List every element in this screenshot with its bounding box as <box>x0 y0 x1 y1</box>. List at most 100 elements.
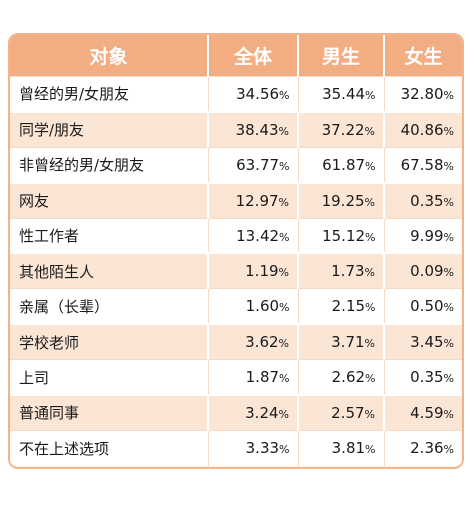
row-label: 其他陌生人 <box>10 253 208 288</box>
cell-value: 3.24 <box>245 404 278 422</box>
cell-value: 3.81 <box>332 439 365 457</box>
percent-unit: % <box>365 408 375 421</box>
cell-female: 0.35% <box>384 360 462 395</box>
cell-female: 67.58% <box>384 147 462 182</box>
data-table: 对象 全体 男生 女生 曾经的男/女朋友 34.56% 35.44% 32.80% 同学… <box>10 35 462 466</box>
percent-unit: % <box>444 89 454 102</box>
cell-male: 2.57% <box>298 395 384 430</box>
cell-value: 3.71 <box>331 333 364 351</box>
row-label: 亲属（长辈） <box>10 289 208 324</box>
cell-all: 38.43% <box>208 112 298 147</box>
table-row: 曾经的男/女朋友 34.56% 35.44% 32.80% <box>10 77 462 112</box>
cell-value: 1.19 <box>245 262 278 280</box>
percent-unit: % <box>444 266 454 279</box>
table-body: 曾经的男/女朋友 34.56% 35.44% 32.80% 同学/朋友 38.43% 37.… <box>10 77 462 466</box>
percent-unit: % <box>444 372 454 385</box>
table-row: 网友 12.97% 19.25% 0.35% <box>10 183 462 218</box>
cell-male: 37.22% <box>298 112 384 147</box>
table-row: 上司 1.87% 2.62% 0.35% <box>10 360 462 395</box>
percent-unit: % <box>279 301 289 314</box>
cell-female: 0.09% <box>384 253 462 288</box>
percent-unit: % <box>279 196 289 209</box>
percent-unit: % <box>365 160 375 173</box>
header-all: 全体 <box>208 35 298 77</box>
percent-unit: % <box>444 337 454 350</box>
header-male: 男生 <box>298 35 384 77</box>
cell-female: 3.45% <box>384 324 462 359</box>
percent-unit: % <box>279 266 289 279</box>
table-row: 同学/朋友 38.43% 37.22% 40.86% <box>10 112 462 147</box>
table-row: 其他陌生人 1.19% 1.73% 0.09% <box>10 253 462 288</box>
table-row: 普通同事 3.24% 2.57% 4.59% <box>10 395 462 430</box>
percent-unit: % <box>444 160 454 173</box>
cell-value: 38.43 <box>236 121 279 139</box>
cell-male: 19.25% <box>298 183 384 218</box>
percent-unit: % <box>444 408 454 421</box>
cell-value: 0.50 <box>410 297 443 315</box>
percent-unit: % <box>365 125 375 138</box>
cell-value: 3.45 <box>410 333 443 351</box>
cell-value: 37.22 <box>322 121 365 139</box>
percent-unit: % <box>444 301 454 314</box>
cell-value: 2.57 <box>331 404 364 422</box>
cell-female: 4.59% <box>384 395 462 430</box>
table-row: 非曾经的男/女朋友 63.77% 61.87% 67.58% <box>10 147 462 182</box>
cell-value: 19.25 <box>322 192 365 210</box>
percent-unit: % <box>444 443 454 456</box>
cell-value: 9.99 <box>410 227 443 245</box>
cell-all: 3.24% <box>208 395 298 430</box>
percent-unit: % <box>365 89 375 102</box>
cell-value: 32.80 <box>401 85 444 103</box>
table-header: 对象 全体 男生 女生 <box>10 35 462 77</box>
row-label: 普通同事 <box>10 395 208 430</box>
cell-value: 3.33 <box>246 439 279 457</box>
cell-male: 3.71% <box>298 324 384 359</box>
cell-all: 1.87% <box>208 360 298 395</box>
percent-unit: % <box>279 408 289 421</box>
cell-value: 61.87 <box>322 156 365 174</box>
cell-value: 63.77 <box>236 156 279 174</box>
cell-value: 35.44 <box>322 85 365 103</box>
row-label: 同学/朋友 <box>10 112 208 147</box>
header-female: 女生 <box>384 35 462 77</box>
row-label: 网友 <box>10 183 208 218</box>
percent-unit: % <box>365 266 375 279</box>
cell-value: 15.12 <box>322 227 365 245</box>
cell-value: 1.87 <box>246 368 279 386</box>
cell-all: 1.19% <box>208 253 298 288</box>
percent-unit: % <box>279 125 289 138</box>
cell-male: 35.44% <box>298 77 384 112</box>
cell-female: 9.99% <box>384 218 462 253</box>
percent-unit: % <box>279 372 289 385</box>
data-table-frame: 对象 全体 男生 女生 曾经的男/女朋友 34.56% 35.44% 32.80% 同学… <box>8 33 464 469</box>
header-subject: 对象 <box>10 35 208 77</box>
row-label: 曾经的男/女朋友 <box>10 77 208 112</box>
percent-unit: % <box>444 125 454 138</box>
row-label: 上司 <box>10 360 208 395</box>
percent-unit: % <box>279 231 289 244</box>
cell-all: 63.77% <box>208 147 298 182</box>
percent-unit: % <box>365 337 375 350</box>
table-row: 学校老师 3.62% 3.71% 3.45% <box>10 324 462 359</box>
cell-value: 67.58 <box>401 156 444 174</box>
cell-male: 2.15% <box>298 289 384 324</box>
row-label: 学校老师 <box>10 324 208 359</box>
cell-female: 2.36% <box>384 430 462 465</box>
percent-unit: % <box>444 231 454 244</box>
cell-value: 34.56 <box>236 85 279 103</box>
cell-value: 12.97 <box>236 192 279 210</box>
cell-all: 1.60% <box>208 289 298 324</box>
percent-unit: % <box>279 443 289 456</box>
percent-unit: % <box>365 443 375 456</box>
percent-unit: % <box>365 301 375 314</box>
cell-female: 32.80% <box>384 77 462 112</box>
percent-unit: % <box>279 89 289 102</box>
cell-value: 1.60 <box>246 297 279 315</box>
cell-male: 2.62% <box>298 360 384 395</box>
cell-male: 61.87% <box>298 147 384 182</box>
row-label: 不在上述选项 <box>10 430 208 465</box>
cell-value: 40.86 <box>401 121 444 139</box>
cell-value: 0.35 <box>410 192 443 210</box>
cell-value: 0.09 <box>410 262 443 280</box>
table-row: 性工作者 13.42% 15.12% 9.99% <box>10 218 462 253</box>
